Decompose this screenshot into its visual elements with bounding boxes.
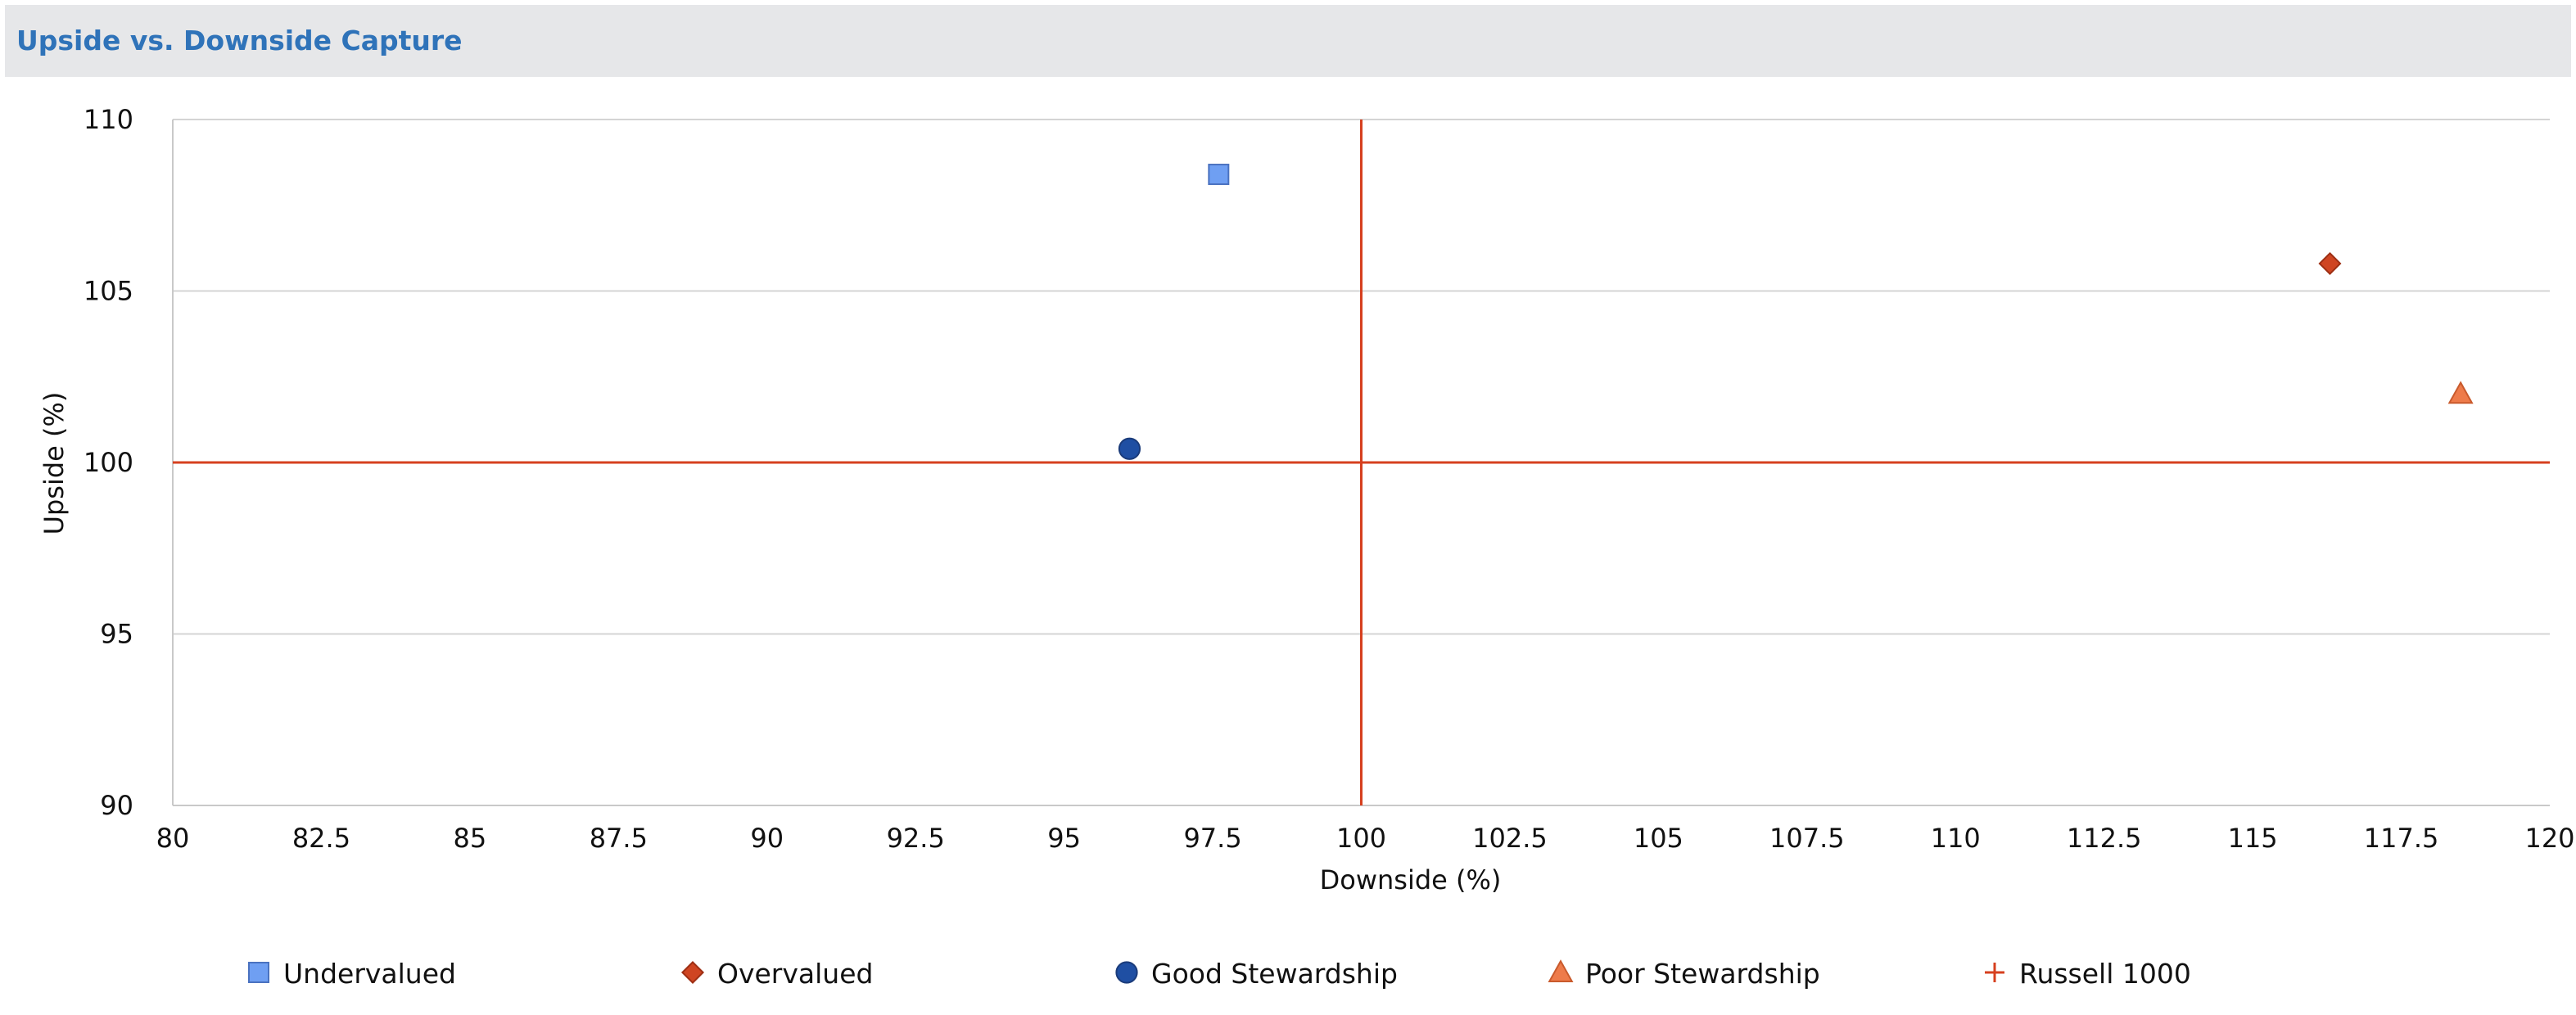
y-axis-title: Upside (%) (38, 392, 70, 535)
y-tick-label: 110 (84, 104, 133, 135)
x-tick-label: 110 (1931, 823, 1981, 854)
legend-marker-overvalued (680, 960, 705, 985)
x-tick-label: 120 (2524, 823, 2574, 854)
data-point-poor-stewardship (2447, 381, 2474, 404)
data-point-good-stewardship (1118, 437, 1141, 460)
x-tick-label: 97.5 (1183, 823, 1241, 854)
legend-marker-russell-1000 (1985, 963, 2004, 982)
y-tick-label: 95 (100, 619, 133, 650)
x-tick-label: 92.5 (887, 823, 945, 854)
y-tick-label: 90 (100, 790, 133, 821)
legend-label-undervalued: Undervalued (283, 958, 456, 990)
chart-header: Upside vs. Downside Capture (5, 5, 2571, 77)
legend-label-good-stewardship: Good Stewardship (1151, 958, 1398, 990)
legend-marker-undervalued (248, 962, 269, 983)
x-tick-label: 85 (454, 823, 487, 854)
legend-marker-poor-stewardship (1548, 959, 1574, 983)
x-tick-label: 115 (2228, 823, 2278, 854)
data-point-undervalued (1208, 164, 1230, 186)
x-tick-label: 80 (156, 823, 190, 854)
x-tick-label: 102.5 (1472, 823, 1548, 854)
y-tick-label: 105 (84, 276, 133, 307)
x-tick-label: 90 (750, 823, 784, 854)
x-tick-label: 112.5 (2067, 823, 2142, 854)
x-tick-label: 95 (1047, 823, 1081, 854)
x-tick-label: 100 (1336, 823, 1386, 854)
data-point-overvalued (2318, 251, 2342, 275)
legend-marker-good-stewardship (1115, 961, 1138, 984)
legend-label-overvalued: Overvalued (717, 958, 873, 990)
x-tick-label: 117.5 (2364, 823, 2439, 854)
x-axis-title: Downside (%) (1320, 864, 1502, 895)
chart-title: Upside vs. Downside Capture (16, 25, 463, 56)
x-tick-label: 87.5 (590, 823, 648, 854)
x-tick-label: 82.5 (292, 823, 350, 854)
legend-label-poor-stewardship: Poor Stewardship (1585, 958, 1820, 990)
legend-label-russell-1000: Russell 1000 (2019, 958, 2191, 990)
x-tick-label: 107.5 (1769, 823, 1845, 854)
x-tick-label: 105 (1634, 823, 1683, 854)
y-tick-label: 100 (84, 447, 133, 478)
